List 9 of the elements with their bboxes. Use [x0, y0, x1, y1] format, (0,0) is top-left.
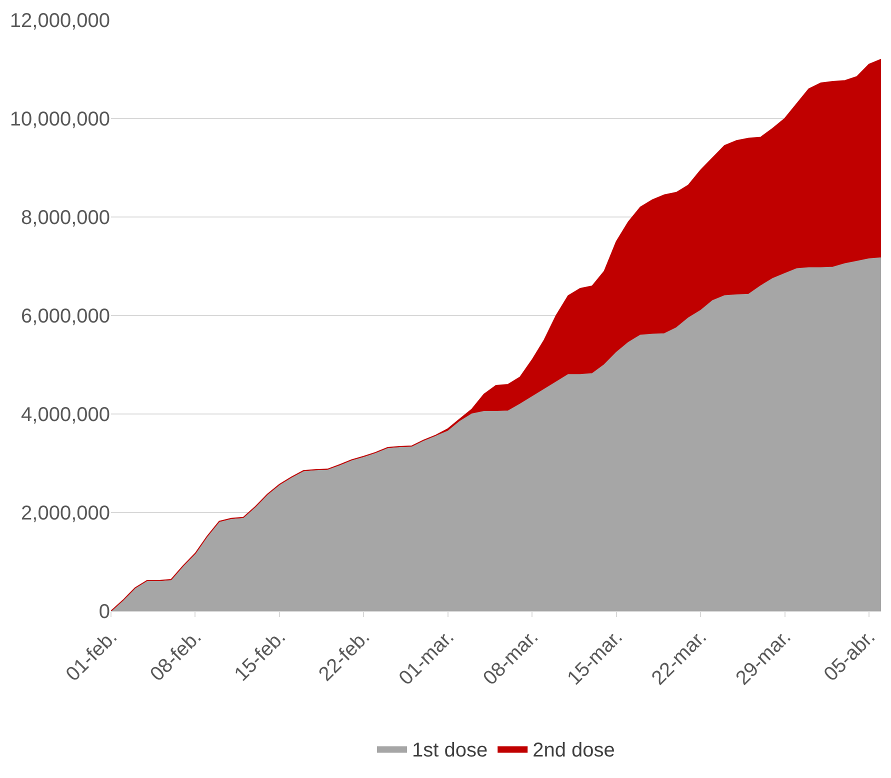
legend-label: 2nd dose [532, 740, 615, 762]
y-tick-label: 12,000,000 [10, 10, 110, 32]
y-tick-label: 2,000,000 [21, 502, 110, 524]
y-tick-label: 4,000,000 [21, 404, 110, 426]
y-tick-label: 8,000,000 [21, 207, 110, 229]
y-tick-label: 0 [98, 601, 110, 623]
y-tick-label: 10,000,000 [10, 108, 110, 130]
legend-label: 1st dose [412, 740, 488, 762]
y-tick-label: 6,000,000 [21, 306, 110, 328]
